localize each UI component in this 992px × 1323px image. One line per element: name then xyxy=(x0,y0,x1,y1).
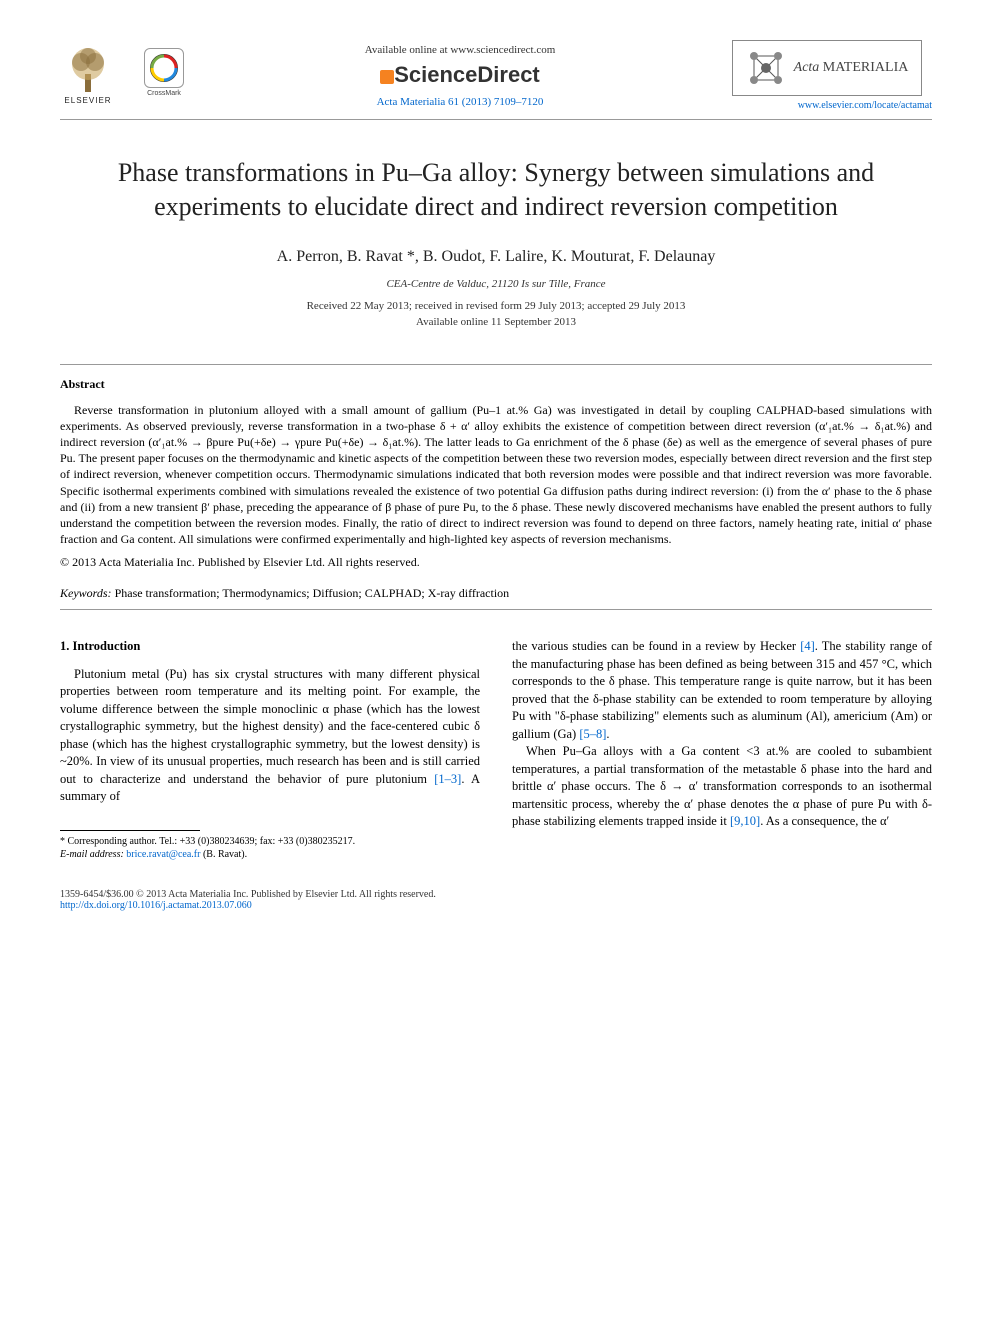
abstract-top-rule xyxy=(60,364,932,365)
available-online-text: Available online at www.sciencedirect.co… xyxy=(188,44,732,56)
keywords-text: Phase transformation; Thermodynamics; Di… xyxy=(112,586,510,600)
paper-title: Phase transformations in Pu–Ga alloy: Sy… xyxy=(100,156,892,224)
footnote-corr: * Corresponding author. Tel.: +33 (0)380… xyxy=(60,835,480,848)
footer-price-line: 1359-6454/$36.00 © 2013 Acta Materialia … xyxy=(60,889,932,900)
crossmark-logo[interactable]: CrossMark xyxy=(140,48,188,104)
journal-reference[interactable]: Acta Materialia 61 (2013) 7109–7120 xyxy=(188,96,732,108)
intro-p1-left: Plutonium metal (Pu) has six crystal str… xyxy=(60,666,480,806)
intro-heading: 1. Introduction xyxy=(60,638,480,656)
ref-link-4[interactable]: [4] xyxy=(800,639,815,653)
email-link[interactable]: brice.ravat@cea.fr xyxy=(126,849,200,860)
locate-link[interactable]: www.elsevier.com/locate/actamat xyxy=(732,100,932,111)
ref-link-9-10[interactable]: [9,10] xyxy=(730,814,760,828)
affiliation: CEA-Centre de Valduc, 21120 Is sur Tille… xyxy=(60,278,932,290)
abstract-section: Abstract Reverse transformation in pluto… xyxy=(60,377,932,571)
intro-p1-right: the various studies can be found in a re… xyxy=(512,638,932,743)
available-date: Available online 11 September 2013 xyxy=(60,316,932,328)
sciencedirect-logo[interactable]: ScienceDirect xyxy=(188,62,732,88)
keywords-line: Keywords: Phase transformation; Thermody… xyxy=(60,586,932,601)
header-right: Acta MATERIALIA www.elsevier.com/locate/… xyxy=(732,40,932,111)
header-rule xyxy=(60,119,932,120)
acta-lattice-icon xyxy=(746,48,786,88)
acta-materialia-logo[interactable]: Acta MATERIALIA xyxy=(732,40,922,96)
body-columns: 1. Introduction Plutonium metal (Pu) has… xyxy=(60,638,932,861)
header-left-logos: ELSEVIER CrossMark xyxy=(60,44,188,108)
ref-link-5-8[interactable]: [5–8] xyxy=(579,727,606,741)
paper-header: ELSEVIER CrossMark Available online at w… xyxy=(60,40,932,111)
acta-label: Acta MATERIALIA xyxy=(794,60,909,76)
header-center: Available online at www.sciencedirect.co… xyxy=(188,44,732,108)
elsevier-label: ELSEVIER xyxy=(64,96,111,105)
abstract-heading: Abstract xyxy=(60,377,932,392)
page-footer: 1359-6454/$36.00 © 2013 Acta Materialia … xyxy=(60,889,932,911)
authors-line: A. Perron, B. Ravat *, B. Oudot, F. Lali… xyxy=(60,248,932,266)
elsevier-logo[interactable]: ELSEVIER xyxy=(60,44,116,108)
footnote-rule xyxy=(60,830,200,831)
abstract-bottom-rule xyxy=(60,609,932,610)
crossmark-label: CrossMark xyxy=(147,90,181,97)
keywords-label: Keywords: xyxy=(60,586,112,600)
doi-link[interactable]: http://dx.doi.org/10.1016/j.actamat.2013… xyxy=(60,900,932,911)
corresponding-author-footnote: * Corresponding author. Tel.: +33 (0)380… xyxy=(60,835,480,861)
sciencedirect-icon xyxy=(380,70,394,84)
copyright-line: © 2013 Acta Materialia Inc. Published by… xyxy=(60,555,932,570)
column-left: 1. Introduction Plutonium metal (Pu) has… xyxy=(60,638,480,861)
sciencedirect-label: ScienceDirect xyxy=(394,62,540,87)
abstract-text: Reverse transformation in plutonium allo… xyxy=(60,402,932,548)
received-dates: Received 22 May 2013; received in revise… xyxy=(60,300,932,312)
intro-p2-right: When Pu–Ga alloys with a Ga content <3 a… xyxy=(512,743,932,831)
ref-link-1-3[interactable]: [1–3] xyxy=(434,772,461,786)
elsevier-tree-icon xyxy=(63,46,113,94)
footnote-email-line: E-mail address: brice.ravat@cea.fr (B. R… xyxy=(60,848,480,861)
column-right: the various studies can be found in a re… xyxy=(512,638,932,861)
crossmark-icon xyxy=(144,48,184,88)
